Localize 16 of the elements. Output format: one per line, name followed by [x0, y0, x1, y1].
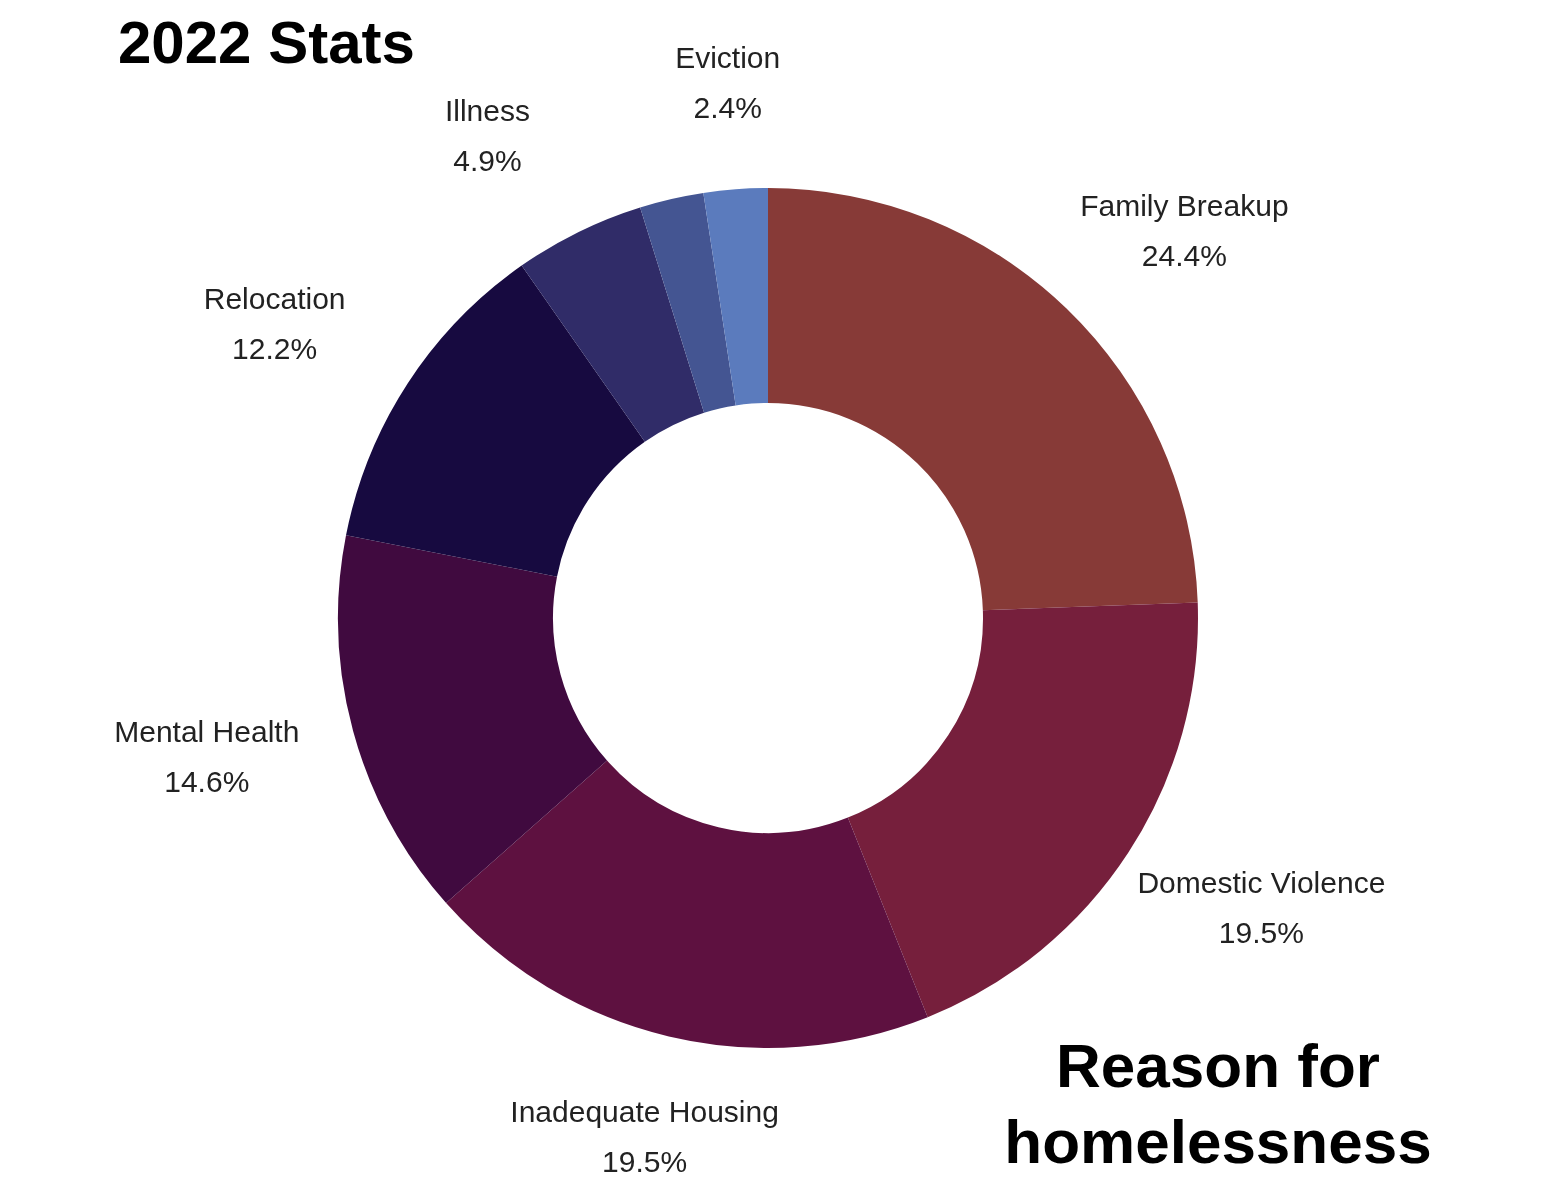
data-label: 24.4%: [1141, 239, 1227, 273]
text: Reason for homelessness: [1003, 1030, 1433, 1178]
data-label: 14.6%: [164, 764, 250, 798]
data-label: 12.2%: [232, 332, 318, 366]
data-label: 4.9%: [453, 143, 522, 177]
chart-title: 2022 Stats: [118, 8, 415, 77]
slice-label: Eviction: [675, 40, 781, 74]
slice-label: Family Breakup: [1080, 189, 1289, 223]
slice-label: Illness: [444, 93, 530, 127]
slice-label: Inadequate Housing: [510, 1094, 779, 1128]
slice-label: Relocation: [203, 282, 346, 316]
slice-label: Mental Health: [114, 714, 300, 748]
slice-label: Domestic Violence: [1137, 866, 1386, 900]
data-label: 2.4%: [693, 90, 762, 124]
data-label: 19.5%: [1218, 916, 1304, 950]
data-label: 19.5%: [602, 1144, 688, 1178]
